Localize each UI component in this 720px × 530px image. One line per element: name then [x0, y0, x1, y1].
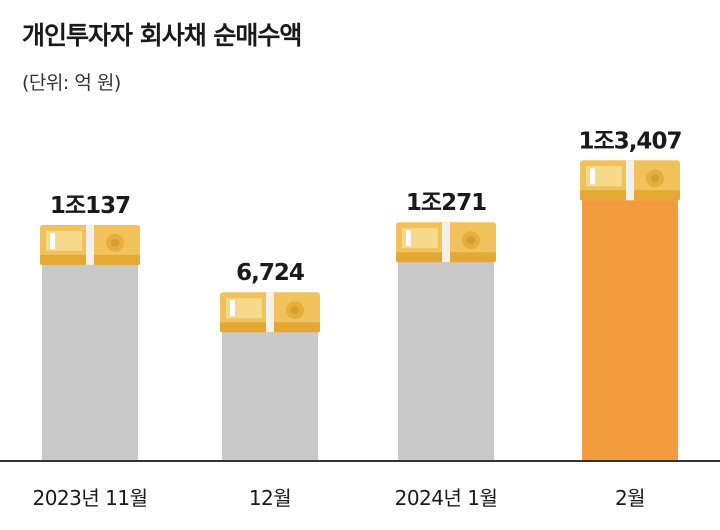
money-bundle-icon	[396, 222, 496, 263]
bill-portrait-center	[651, 174, 659, 183]
bill-portrait-center	[111, 238, 119, 247]
bar-3	[582, 196, 678, 461]
money-bundle-icon	[580, 160, 680, 201]
money-bundle-icon	[40, 224, 140, 265]
bar-1	[222, 328, 318, 461]
bill-portrait-center	[291, 306, 299, 315]
bill-stripe	[50, 232, 55, 249]
unit-label: (단위: 억 원)	[22, 72, 121, 94]
bar-0	[42, 260, 138, 461]
value-label-3: 1조3,407	[579, 128, 682, 154]
bundle-band	[626, 160, 634, 201]
bill-stripe	[590, 168, 595, 185]
value-label-2: 1조271	[406, 190, 486, 216]
bill-stripe	[230, 300, 235, 317]
bundle-band	[442, 222, 450, 263]
bill-portrait-center	[467, 236, 475, 245]
bar-2	[398, 258, 494, 461]
bundle-band	[266, 292, 274, 333]
bill-stripe	[406, 230, 411, 247]
category-label-3: 2월	[615, 486, 645, 510]
category-label-0: 2023년 11월	[32, 486, 147, 510]
value-label-0: 1조137	[50, 193, 130, 219]
chart-title: 개인투자자 회사채 순매수액	[22, 21, 302, 50]
value-label-1: 6,724	[236, 260, 304, 286]
money-bundle-icon	[220, 292, 320, 333]
bundle-band	[86, 224, 94, 265]
category-label-2: 2024년 1월	[395, 486, 498, 510]
category-label-1: 12월	[249, 486, 291, 510]
